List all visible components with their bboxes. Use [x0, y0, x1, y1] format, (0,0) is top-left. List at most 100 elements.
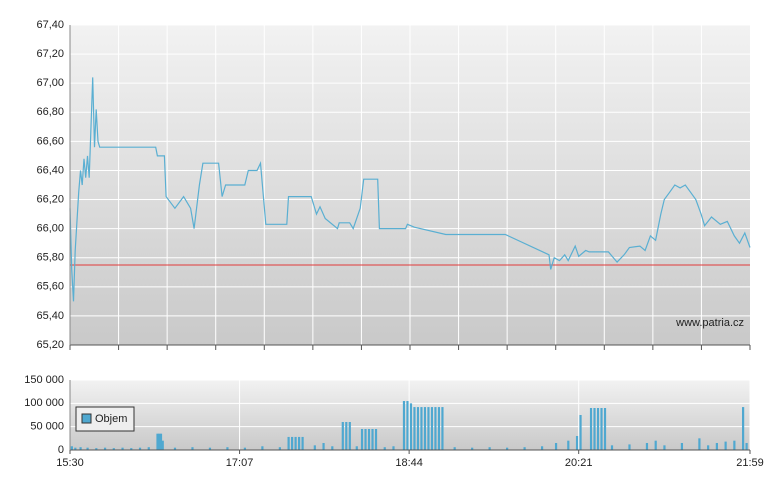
- volume-bar: [423, 407, 427, 450]
- volume-bar: [294, 436, 297, 450]
- y-tick-label: 66,60: [36, 135, 64, 147]
- volume-bar: [427, 407, 430, 450]
- volume-bar: [226, 447, 229, 450]
- volume-bar: [715, 443, 718, 450]
- x-tick-label: 18:44: [395, 457, 423, 469]
- volume-bar: [374, 429, 378, 450]
- volume-bar: [742, 407, 745, 450]
- volume-bar: [355, 446, 358, 450]
- volume-bar: [383, 447, 386, 450]
- volume-bar: [70, 446, 73, 450]
- y-tick-label: 65,40: [36, 310, 64, 322]
- volume-bar: [575, 436, 579, 450]
- volume-bar: [409, 403, 413, 450]
- volume-bar: [733, 440, 736, 450]
- volume-bar: [434, 407, 437, 450]
- volume-bar: [628, 444, 631, 450]
- y-tick-label: 50 000: [30, 421, 64, 433]
- volume-bar: [724, 441, 727, 450]
- volume-bar: [600, 408, 603, 450]
- legend-label: Objem: [95, 413, 127, 425]
- x-tick-label: 17:07: [226, 457, 254, 469]
- y-tick-label: 66,80: [36, 106, 64, 118]
- volume-bar: [161, 440, 164, 450]
- volume-bar: [430, 407, 434, 450]
- volume-bar: [488, 447, 491, 450]
- volume-bar: [112, 448, 115, 450]
- volume-bar: [707, 445, 710, 450]
- volume-bar: [291, 436, 294, 450]
- volume-bar: [593, 408, 596, 450]
- y-tick-label: 0: [58, 444, 64, 456]
- volume-bar: [360, 429, 364, 450]
- volume-bar: [416, 407, 420, 450]
- y-tick-label: 67,40: [36, 19, 64, 31]
- watermark: www.patria.cz: [675, 317, 744, 329]
- volume-bar: [191, 447, 194, 450]
- volume-bar: [95, 448, 98, 450]
- volume-bar: [406, 401, 409, 450]
- volume-bar: [147, 447, 150, 450]
- volume-bar: [371, 429, 374, 450]
- y-tick-label: 67,20: [36, 48, 64, 60]
- volume-bar: [437, 407, 441, 450]
- volume-bar: [297, 436, 301, 450]
- volume-bar: [130, 448, 133, 450]
- y-tick-label: 65,80: [36, 252, 64, 264]
- volume-bar: [680, 443, 684, 450]
- y-tick-label: 66,00: [36, 223, 64, 235]
- volume-bar: [261, 446, 264, 450]
- y-tick-label: 66,20: [36, 193, 64, 205]
- volume-bar: [74, 447, 77, 450]
- volume-bar: [138, 447, 142, 450]
- volume-bar: [159, 433, 163, 450]
- volume-bar: [441, 407, 444, 450]
- volume-bar: [579, 415, 582, 450]
- volume-bar: [603, 408, 607, 450]
- volume-bar: [523, 447, 526, 450]
- volume-bar: [540, 446, 544, 450]
- volume-bar: [313, 445, 316, 450]
- volume-bar: [596, 408, 600, 450]
- y-tick-label: 150 000: [24, 374, 64, 386]
- volume-bar: [156, 433, 159, 450]
- x-tick-label: 20:21: [565, 457, 593, 469]
- volume-bar: [331, 446, 334, 450]
- volume-bar: [86, 447, 89, 450]
- volume-bar: [341, 422, 344, 450]
- volume-bar: [745, 443, 748, 450]
- x-tick-label: 21:59: [736, 457, 764, 469]
- volume-bar: [392, 446, 395, 450]
- x-tick-label: 15:30: [56, 457, 84, 469]
- volume-bar: [103, 447, 107, 450]
- legend-swatch: [81, 413, 92, 424]
- volume-bar: [158, 433, 161, 450]
- volume-bar: [121, 447, 124, 450]
- volume-bar: [367, 429, 371, 450]
- volume-bar: [364, 429, 367, 450]
- volume-bar: [698, 438, 701, 450]
- volume-bar: [208, 447, 212, 450]
- y-tick-label: 65,20: [36, 339, 64, 351]
- volume-bar: [567, 440, 570, 450]
- volume-bar: [420, 407, 423, 450]
- volume-bar: [79, 447, 82, 450]
- volume-bar: [345, 422, 348, 450]
- volume-bar: [645, 443, 649, 450]
- volume-bar: [322, 443, 325, 450]
- volume-bar: [287, 436, 290, 450]
- volume-bar: [413, 407, 416, 450]
- volume-bar: [301, 436, 304, 450]
- volume-bar: [243, 447, 247, 450]
- y-tick-label: 66,40: [36, 164, 64, 176]
- y-tick-label: 100 000: [24, 397, 64, 409]
- y-tick-label: 65,60: [36, 281, 64, 293]
- volume-bar: [173, 447, 177, 450]
- volume-bar: [610, 445, 614, 450]
- volume-bar: [471, 447, 474, 450]
- y-tick-label: 67,00: [36, 77, 64, 89]
- volume-bar: [348, 422, 351, 450]
- volume-bar: [654, 440, 657, 450]
- volume-bar: [453, 447, 456, 450]
